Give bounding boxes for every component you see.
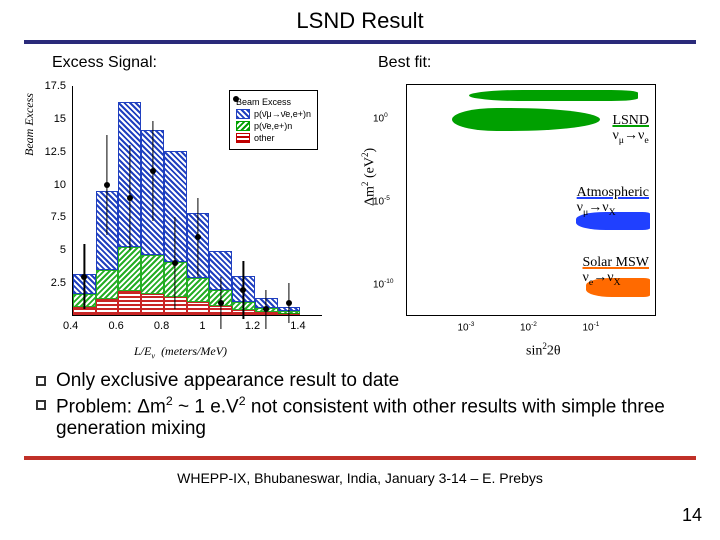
xtick: 0.6 <box>108 320 123 332</box>
ytick: 5 <box>33 244 66 256</box>
ytick: 2.5 <box>33 277 66 289</box>
xtick: 10-3 <box>458 321 475 333</box>
heading-right: Best fit: <box>360 54 696 72</box>
data-point <box>195 234 201 240</box>
bar-green <box>118 247 141 292</box>
xtick: 0.4 <box>63 320 78 332</box>
lsnd-label: LSND νμ→νe <box>612 113 649 147</box>
xtick: 1 <box>199 320 205 332</box>
right-xlabel: sin22θ <box>526 341 561 360</box>
xtick: 1.4 <box>290 320 305 332</box>
xtick: 10-2 <box>520 321 537 333</box>
bullet-icon <box>36 400 46 410</box>
legend-red: other <box>254 133 275 143</box>
excess-signal-chart: Beam Excess Beam Excess p(ν̄μ→ν̄e,e+)n p… <box>24 76 344 356</box>
legend-blue: p(ν̄μ→ν̄e,e+)n <box>254 109 311 119</box>
ytick: 10-10 <box>373 278 394 290</box>
bar-green <box>187 278 210 302</box>
bullet-text: Only exclusive appearance result to date <box>56 370 399 392</box>
lsnd-region-upper <box>469 90 638 102</box>
data-point <box>150 168 156 174</box>
data-point <box>172 260 178 266</box>
chart-headings: Excess Signal: Best fit: <box>24 54 696 72</box>
xtick: 10-1 <box>583 321 600 333</box>
atmospheric-label: Atmospheric νμ→νX <box>577 185 649 219</box>
xtick: 0.8 <box>154 320 169 332</box>
bar-red <box>141 294 164 315</box>
data-point <box>127 195 133 201</box>
bullet-list: Only exclusive appearance result to date… <box>36 370 684 440</box>
bar-green <box>96 270 119 299</box>
xtick: 1.2 <box>245 320 260 332</box>
ytick: 7.5 <box>33 211 66 223</box>
best-fit-chart: Δm2 (eV2) LSND νμ→νe Atmospheric νμ→νX S… <box>356 76 676 356</box>
left-legend: Beam Excess p(ν̄μ→ν̄e,e+)n p(ν̄e,e+)n ot… <box>229 90 318 150</box>
bullet-item: Only exclusive appearance result to date <box>36 370 684 392</box>
page-number: 14 <box>682 505 702 526</box>
bar-green <box>141 255 164 294</box>
ytick: 100 <box>373 112 388 124</box>
data-point <box>263 306 269 312</box>
bullet-item: Problem: Δm2 ~ 1 e.V2 not consistent wit… <box>36 394 684 440</box>
ytick: 17.5 <box>33 80 66 92</box>
bullet-text: Problem: Δm2 ~ 1 e.V2 not consistent wit… <box>56 394 684 440</box>
bar-red <box>96 299 119 315</box>
bar-red <box>187 302 210 315</box>
title-rule <box>24 40 696 44</box>
data-point <box>286 300 292 306</box>
ytick: 12.5 <box>33 146 66 158</box>
solar-label: Solar MSW νe→νX <box>583 255 650 289</box>
lsnd-region-lower <box>452 108 601 131</box>
data-point <box>104 182 110 188</box>
ytick: 10 <box>33 179 66 191</box>
footer-text: WHEPP-IX, Bhubaneswar, India, January 3-… <box>0 470 720 486</box>
bullet-icon <box>36 376 46 386</box>
legend-data: Beam Excess <box>236 97 291 107</box>
accent-rule <box>24 456 696 460</box>
legend-green: p(ν̄e,e+)n <box>254 121 292 131</box>
ytick: 15 <box>33 113 66 125</box>
ytick: 10-5 <box>373 195 390 207</box>
data-point <box>81 274 87 280</box>
left-xlabel: L/Eν (meters/MeV) <box>134 344 227 360</box>
data-point <box>218 300 224 306</box>
data-point <box>240 287 246 293</box>
bar-red <box>118 291 141 315</box>
heading-left: Excess Signal: <box>24 54 360 72</box>
slide-title: LSND Result <box>0 0 720 34</box>
